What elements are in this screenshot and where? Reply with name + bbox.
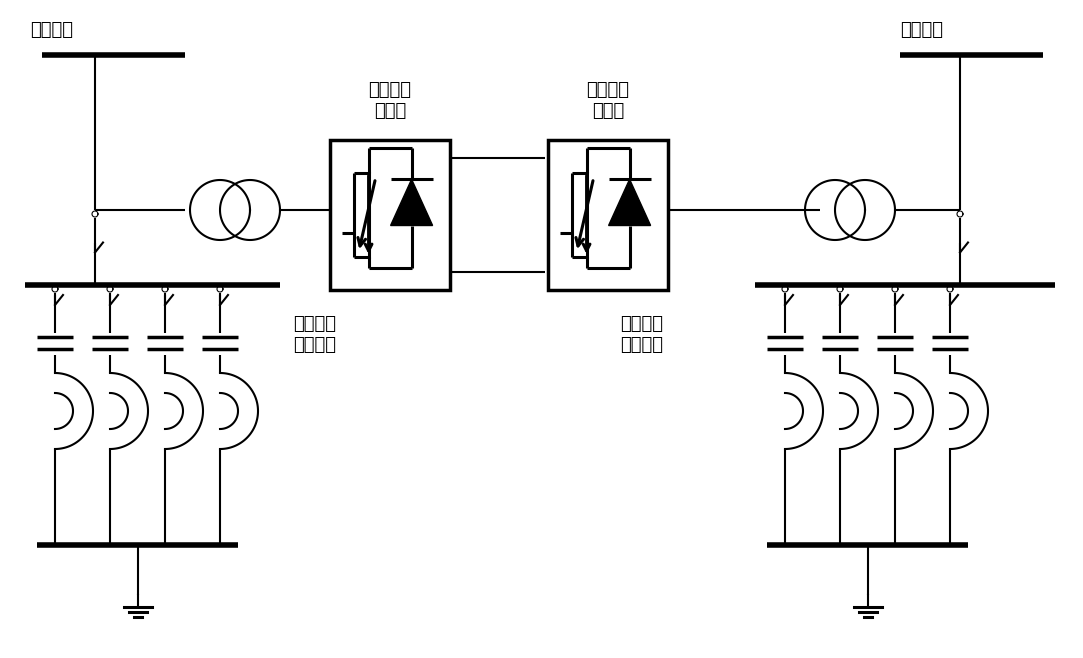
- Text: 高压并联
电容器组: 高压并联 电容器组: [293, 315, 336, 354]
- Bar: [330, 140, 451, 290]
- Text: 交流母线: 交流母线: [30, 21, 73, 39]
- Text: 柔性直流
换流器: 柔性直流 换流器: [587, 81, 629, 120]
- Polygon shape: [391, 179, 432, 226]
- Bar: [548, 140, 668, 290]
- Text: 柔性直流
换流器: 柔性直流 换流器: [368, 81, 412, 120]
- Polygon shape: [609, 179, 651, 226]
- Text: 交流母线: 交流母线: [900, 21, 943, 39]
- Text: 高压并联
电容器组: 高压并联 电容器组: [619, 315, 663, 354]
